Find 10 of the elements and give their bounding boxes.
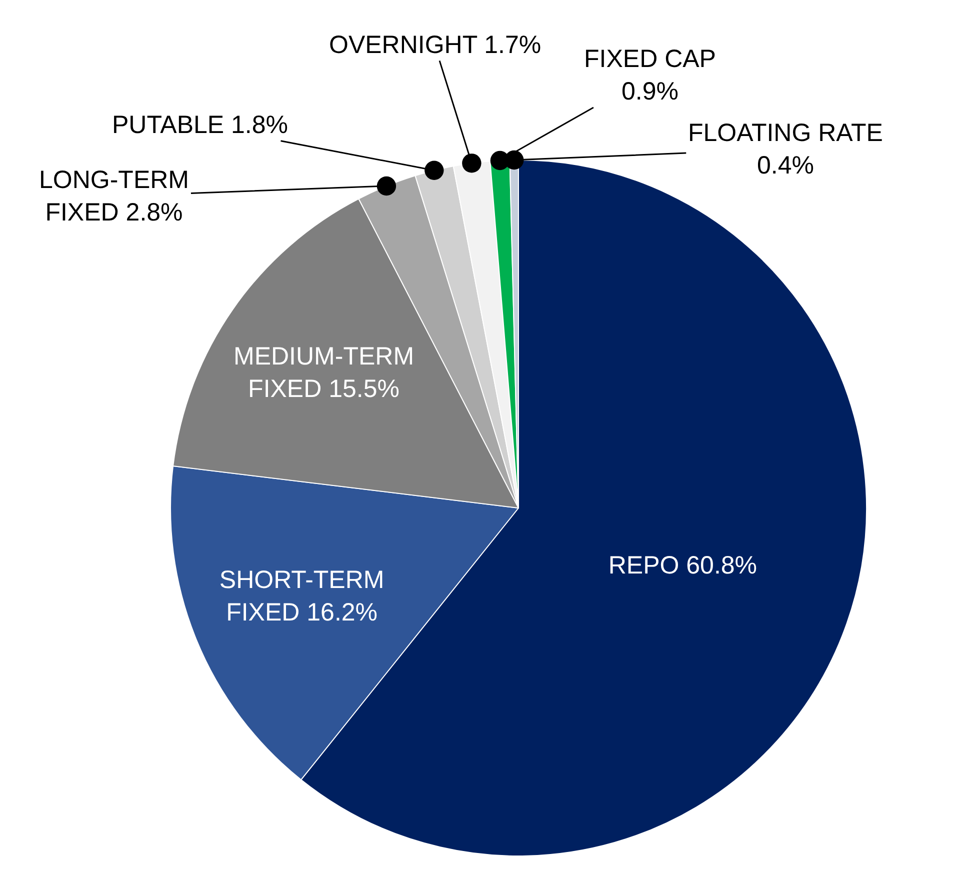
slice-label: LONG-TERM FIXED 2.8% — [39, 166, 189, 226]
slice-label: REPO 60.8% — [608, 552, 758, 580]
slice-label: SHORT-TERM FIXED 16.2% — [219, 566, 384, 627]
slice-label: OVERNIGHT 1.7% — [329, 31, 542, 59]
slice-label: FLOATING RATE — [688, 119, 883, 147]
slice-label: PUTABLE 1.8% — [112, 111, 288, 139]
slice-label: FIXED CAP — [584, 45, 716, 73]
data-label: 0.9% — [622, 78, 678, 106]
data-label: 0.4% — [756, 152, 814, 180]
slice-label: MEDIUM-TERM FIXED 15.5% — [233, 342, 414, 403]
